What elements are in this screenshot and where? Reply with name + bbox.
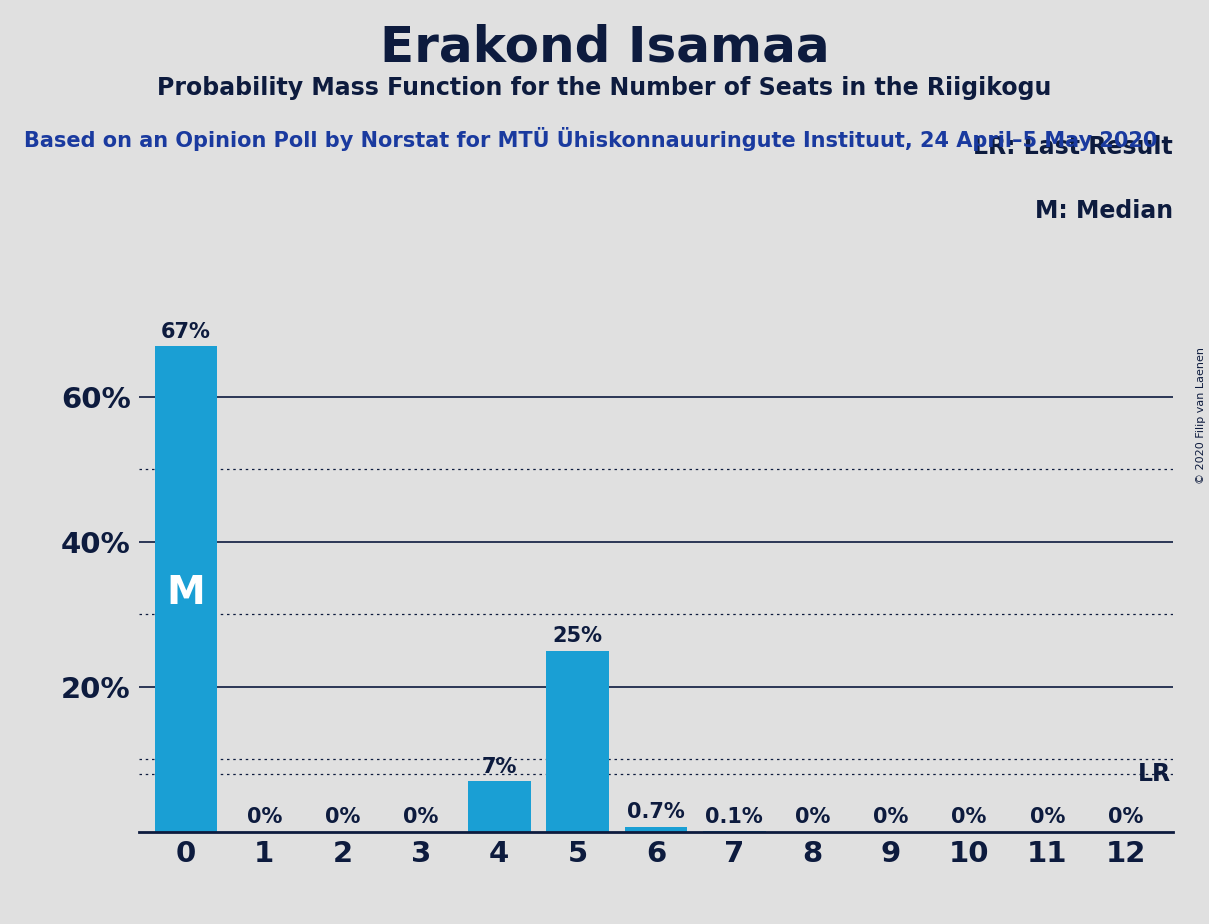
Text: 0%: 0% xyxy=(1109,808,1144,827)
Text: Based on an Opinion Poll by Norstat for MTÜ Ühiskonnauuringute Instituut, 24 Apr: Based on an Opinion Poll by Norstat for … xyxy=(24,127,1157,151)
Text: 7%: 7% xyxy=(481,757,517,776)
Bar xyxy=(468,781,531,832)
Text: 0%: 0% xyxy=(1030,808,1065,827)
Text: 0%: 0% xyxy=(951,808,987,827)
Text: 0.1%: 0.1% xyxy=(705,807,763,827)
Bar xyxy=(625,827,687,832)
Text: 0%: 0% xyxy=(404,808,439,827)
Bar xyxy=(546,650,609,832)
Text: LR: LR xyxy=(1138,761,1172,785)
Text: 0%: 0% xyxy=(873,808,908,827)
Text: © 2020 Filip van Laenen: © 2020 Filip van Laenen xyxy=(1196,347,1205,484)
Text: Erakond Isamaa: Erakond Isamaa xyxy=(380,23,829,71)
Text: 0%: 0% xyxy=(325,808,360,827)
Bar xyxy=(155,346,218,832)
Text: 0%: 0% xyxy=(794,808,831,827)
Text: M: Median: M: Median xyxy=(1035,200,1173,224)
Text: Probability Mass Function for the Number of Seats in the Riigikogu: Probability Mass Function for the Number… xyxy=(157,76,1052,100)
Text: 0%: 0% xyxy=(247,808,282,827)
Text: 67%: 67% xyxy=(161,322,210,342)
Text: 25%: 25% xyxy=(553,626,602,646)
Text: 0.7%: 0.7% xyxy=(627,802,684,822)
Text: LR: Last Result: LR: Last Result xyxy=(973,135,1173,159)
Text: M: M xyxy=(167,574,206,612)
